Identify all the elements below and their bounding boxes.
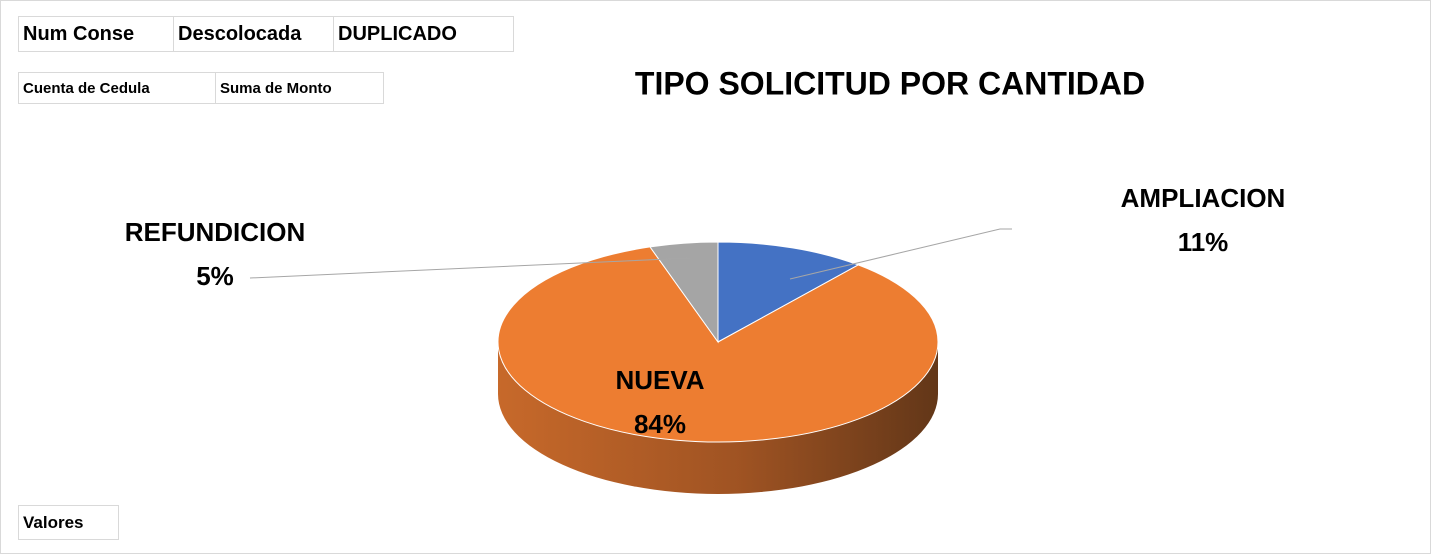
value-button[interactable]: Suma de Monto (215, 72, 384, 104)
pie-slice (497, 246, 939, 443)
filter-button[interactable]: DUPLICADO (333, 16, 514, 52)
pie-slice (717, 241, 860, 343)
data-label-category: NUEVA (615, 365, 704, 395)
value-button[interactable]: Cuenta de Cedula (18, 72, 216, 104)
filter-button[interactable]: Num Conse (18, 16, 174, 52)
data-label-category: AMPLIACION (1121, 183, 1286, 213)
leader-line (249, 257, 691, 279)
data-label-value: 11% (1178, 227, 1229, 257)
pie-side (498, 342, 938, 494)
values-area-button[interactable]: Valores (18, 505, 119, 540)
data-label-value: 84% (634, 409, 686, 439)
data-label-value: 5% (196, 261, 234, 291)
leader-line (789, 228, 1012, 280)
filter-button[interactable]: Descolocada (173, 16, 334, 52)
data-label-category: REFUNDICION (125, 217, 306, 247)
chart-title: TIPO SOLICITUD POR CANTIDAD (635, 65, 1145, 101)
pie-slice (649, 241, 719, 344)
